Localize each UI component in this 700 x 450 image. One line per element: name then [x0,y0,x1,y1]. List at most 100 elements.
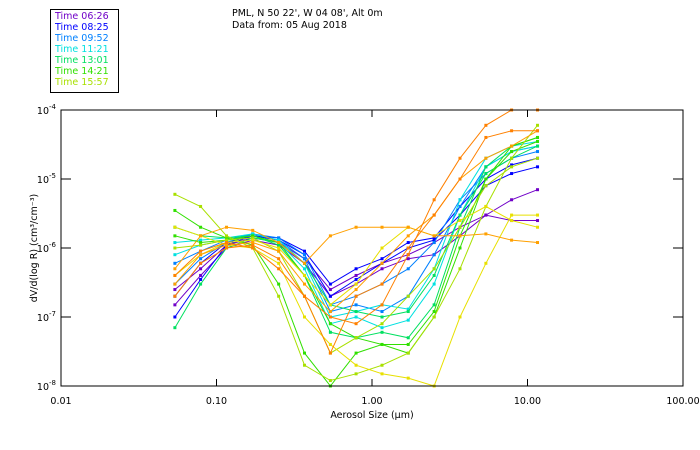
data-point [458,219,462,223]
data-point [225,246,229,250]
data-point [432,303,436,307]
data-point [536,135,540,139]
data-point [328,322,332,326]
data-point [354,336,358,340]
data-point [380,326,384,330]
data-point [199,282,203,286]
data-point [406,246,410,250]
y-tick-label: 10-4 [37,103,57,117]
data-point [484,184,488,188]
data-point [484,204,488,208]
data-point [302,253,306,257]
data-point [380,330,384,334]
data-point [484,123,488,127]
data-point [251,236,255,240]
data-point [536,225,540,229]
data-point [251,228,255,232]
y-tick-label: 10-6 [37,241,57,255]
data-point [277,294,281,298]
data-point [199,277,203,281]
data-point [277,236,281,240]
data-point [173,326,177,330]
data-point [302,351,306,355]
data-point [380,342,384,346]
data-point [302,257,306,261]
data-point [173,246,177,250]
data-point [199,267,203,271]
data-point [225,238,229,242]
data-point [406,336,410,340]
data-point [173,234,177,238]
data-point [510,156,514,160]
data-point [458,198,462,202]
data-point [173,288,177,292]
data-point [432,234,436,238]
data-point [380,310,384,314]
data-point [380,261,384,265]
data-point [510,198,514,202]
data-point [199,249,203,253]
data-point [380,257,384,261]
data-point [354,267,358,271]
data-point [354,351,358,355]
data-point [251,234,255,238]
series-10 [173,135,540,388]
data-point [432,282,436,286]
legend-item-6: Time 15:57 [55,77,109,88]
data-point [251,238,255,242]
axis-ticks: 0.01 0.10 1.00 10.00 100.00 10-8 10-7 10-6 10-5 1… [37,103,700,407]
data-point [302,273,306,277]
data-point [458,315,462,319]
data-point [328,294,332,298]
data-point [380,315,384,319]
data-point [328,282,332,286]
data-point [380,225,384,229]
data-point [225,241,229,245]
data-point [302,294,306,298]
data-point [277,246,281,250]
data-point [251,246,255,250]
data-point [536,150,540,154]
data-point [354,225,358,229]
data-point [277,238,281,242]
data-point [406,294,410,298]
x-axis-label: Aerosol Size (μm) [330,410,413,421]
plot-frame [60,109,684,387]
data-point [199,225,203,229]
data-point [484,135,488,139]
data-point [173,267,177,271]
legend-item-1: Time 08:25 [55,22,109,33]
data-point [406,225,410,229]
data-point [406,318,410,322]
data-point [225,225,229,229]
data-point [173,303,177,307]
data-point [536,123,540,127]
data-point [302,249,306,253]
data-point [458,225,462,229]
data-point [536,156,540,160]
x-tick-label: 0.01 [50,396,71,407]
chart-title-location: PML, N 50 22', W 04 08', Alt 0m [232,8,383,19]
data-point [380,282,384,286]
data-point [536,241,540,245]
data-point [380,372,384,376]
data-point [510,213,514,217]
data-point [173,294,177,298]
data-point [354,310,358,314]
data-point [277,249,281,253]
legend-item-0: Time 06:26 [55,11,109,22]
data-point [277,267,281,271]
data-point [251,243,255,247]
data-point [484,232,488,236]
data-point [432,238,436,242]
data-point [432,267,436,271]
data-point [510,219,514,223]
data-point [199,234,203,238]
chart-legend: Time 06:26 Time 08:25 Time 09:52 Time 11… [50,9,119,93]
data-point [484,261,488,265]
data-point [277,241,281,245]
data-point [484,165,488,169]
data-point [406,307,410,311]
data-point [251,232,255,236]
legend-item-5: Time 14:21 [55,66,109,77]
